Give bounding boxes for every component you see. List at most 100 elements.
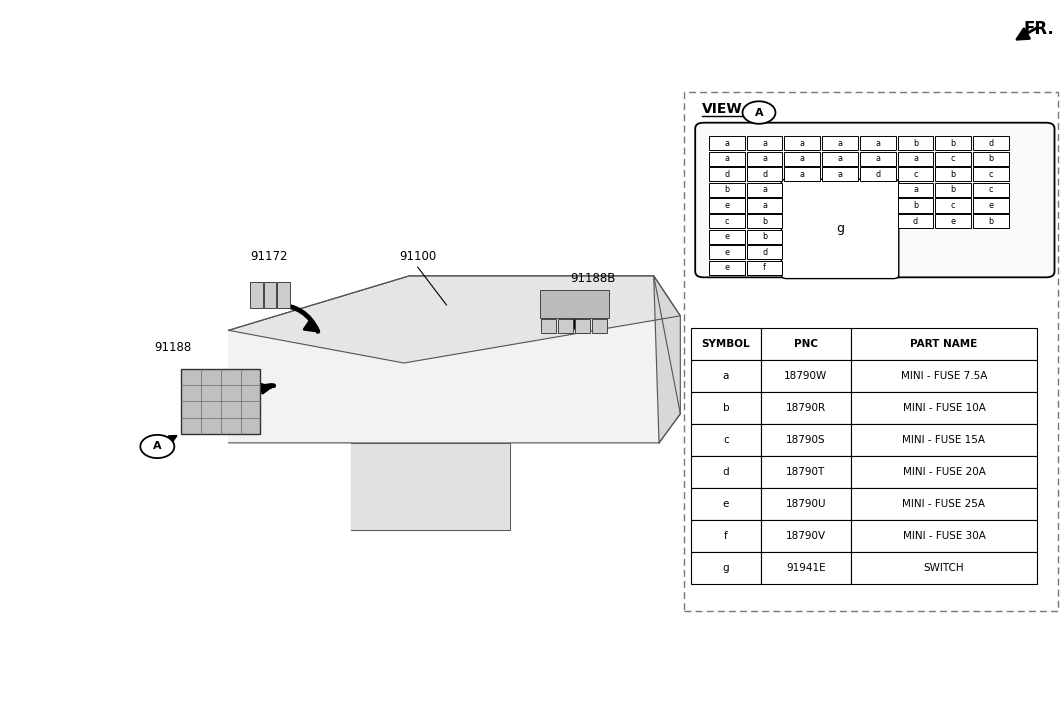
Bar [709,167,745,182]
Bar [264,282,276,308]
Text: b: b [723,403,729,413]
Text: b: b [950,170,956,179]
Text: d: d [989,139,994,147]
Bar [851,520,1037,552]
Text: e: e [724,201,729,210]
Text: a: a [913,154,918,163]
Text: e: e [723,499,729,509]
Text: g: g [723,563,729,573]
Bar [709,245,745,259]
Text: 91100: 91100 [399,250,437,263]
Bar [935,136,972,150]
Bar [709,261,745,275]
Text: 91188: 91188 [154,341,192,354]
Text: SWITCH: SWITCH [924,563,964,573]
Text: A: A [755,107,763,118]
Bar [691,424,761,456]
Bar [709,183,745,197]
Bar [761,424,850,456]
Bar [746,152,782,166]
Bar [250,282,263,308]
Text: a: a [838,139,843,147]
Bar [691,392,761,424]
Bar [974,167,1009,182]
Text: d: d [762,248,767,257]
Text: a: a [723,371,729,381]
Text: e: e [724,264,729,272]
Text: a: a [724,139,729,147]
Bar [277,282,290,308]
Text: b: b [913,201,918,210]
Bar [761,552,850,584]
Text: c: c [723,435,729,445]
Text: b: b [989,216,994,226]
Bar [540,290,609,318]
Bar [851,328,1037,360]
Text: c: c [725,216,729,226]
Text: MINI - FUSE 7.5A: MINI - FUSE 7.5A [900,371,988,381]
Bar [935,183,972,197]
Text: a: a [762,201,767,210]
Text: d: d [875,170,880,179]
Text: d: d [724,170,729,179]
Bar [558,319,573,333]
Bar [851,456,1037,488]
FancyBboxPatch shape [781,179,899,279]
Bar [709,152,745,166]
Bar [860,152,896,166]
Bar [823,167,858,182]
Bar [691,488,761,520]
Bar [974,152,1009,166]
Bar [974,183,1009,197]
Text: 18790W: 18790W [784,371,827,381]
Text: e: e [724,248,729,257]
Text: MINI - FUSE 20A: MINI - FUSE 20A [902,467,985,477]
Bar [898,136,933,150]
Text: a: a [875,139,880,147]
Text: f: f [724,531,728,541]
Text: MINI - FUSE 10A: MINI - FUSE 10A [902,403,985,413]
Bar [709,136,745,150]
Text: 18790V: 18790V [786,531,826,541]
Bar [575,319,590,333]
Bar [746,245,782,259]
Text: MINI - FUSE 15A: MINI - FUSE 15A [902,435,985,445]
Bar [784,152,821,166]
Bar [691,552,761,584]
Polygon shape [351,443,510,530]
Bar [761,328,850,360]
Text: e: e [989,201,994,210]
Text: a: a [799,170,805,179]
Text: b: b [950,185,956,195]
Bar [592,319,607,333]
Text: b: b [724,185,729,195]
Bar [761,392,850,424]
Bar [541,319,556,333]
Text: a: a [762,139,767,147]
Text: SYMBOL: SYMBOL [702,339,750,349]
Circle shape [140,435,174,458]
Text: b: b [762,216,767,226]
Text: VIEW: VIEW [702,102,743,116]
Text: a: a [838,170,843,179]
Polygon shape [654,276,680,443]
Bar [691,360,761,392]
Text: a: a [875,154,880,163]
Text: d: d [762,170,767,179]
Bar [851,392,1037,424]
Bar [746,183,782,197]
Text: FR.: FR. [1024,20,1054,38]
Text: c: c [989,185,993,195]
Bar [851,360,1037,392]
Bar [746,136,782,150]
Text: c: c [951,201,956,210]
Bar [935,152,972,166]
Text: 18790S: 18790S [786,435,826,445]
Bar [935,198,972,213]
Text: a: a [724,154,729,163]
Text: b: b [950,139,956,147]
Bar [860,167,896,182]
Text: b: b [762,232,767,241]
Text: 91188B: 91188B [571,272,615,285]
Bar [823,152,858,166]
